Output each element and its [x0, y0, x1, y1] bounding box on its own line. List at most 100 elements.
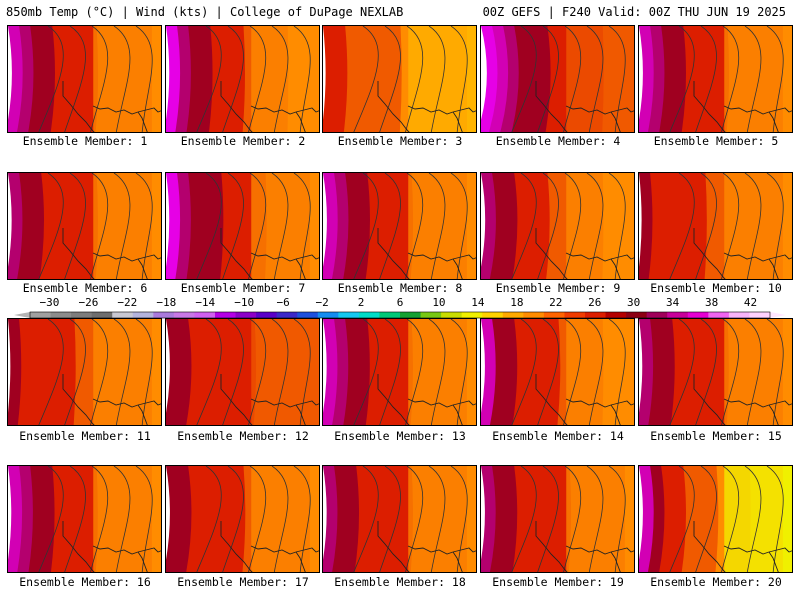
ensemble-panel-8	[322, 172, 477, 280]
height-contour	[64, 466, 86, 572]
height-contour	[669, 466, 695, 572]
ensemble-member-label: Ensemble Member: 16	[19, 575, 151, 589]
height-contour	[695, 173, 717, 279]
ensemble-member-label: Ensemble Member: 20	[650, 575, 782, 589]
height-contour	[563, 466, 582, 572]
height-contour	[744, 466, 762, 572]
temperature-band	[197, 26, 214, 132]
ensemble-member-label: Ensemble Member: 8	[337, 281, 463, 295]
colorbar-swatch	[338, 312, 360, 318]
coastline	[62, 374, 95, 425]
height-contour	[721, 26, 740, 132]
height-contour	[744, 26, 762, 132]
height-contour	[586, 26, 604, 132]
height-contour	[379, 319, 401, 425]
coastline	[377, 374, 410, 425]
temperature-band	[481, 466, 497, 572]
colorbar-swatch	[646, 312, 668, 318]
temperature-band	[17, 319, 34, 425]
colorbar-tick-label: −18	[156, 296, 177, 309]
height-contour	[405, 173, 424, 279]
temperature-band	[693, 173, 709, 279]
temperature-map	[8, 26, 161, 132]
temperature-band	[704, 466, 720, 572]
height-contour	[537, 26, 559, 132]
temperature-band	[388, 173, 404, 279]
temperature-band	[546, 319, 562, 425]
temperature-map	[8, 173, 161, 279]
coastline	[377, 81, 410, 132]
temperature-band	[704, 319, 720, 425]
height-contour	[248, 26, 267, 132]
height-contour	[428, 319, 446, 425]
temperature-band	[186, 173, 203, 279]
coastline	[92, 105, 161, 115]
height-contour	[64, 173, 86, 279]
height-contour	[38, 319, 64, 425]
colorbar-tick-label: −26	[78, 296, 99, 309]
temperature-band	[174, 466, 193, 572]
coastline	[565, 398, 634, 408]
temperature-band	[546, 466, 562, 572]
temperature-band	[39, 466, 56, 572]
temperature-band	[501, 466, 519, 572]
colorbar-tick-label: 14	[471, 296, 485, 309]
colorbar-swatch	[543, 312, 565, 318]
height-contour	[196, 173, 222, 279]
coastline	[723, 398, 792, 408]
coastline	[220, 81, 253, 132]
coastline	[407, 252, 476, 262]
ensemble-panel-4	[480, 25, 635, 133]
height-contour	[90, 466, 109, 572]
ensemble-panel-11	[7, 318, 162, 426]
temperature-band	[534, 26, 553, 132]
coastline	[535, 374, 568, 425]
height-contour	[196, 319, 222, 425]
ensemble-panel-2	[165, 25, 320, 133]
temperature-band	[639, 319, 655, 425]
height-contour	[293, 319, 311, 425]
temperature-band	[51, 319, 66, 425]
colorbar-swatch	[667, 312, 689, 318]
coastline	[407, 398, 476, 408]
temperature-map	[481, 466, 634, 572]
temperature-band	[489, 173, 508, 279]
height-contour	[379, 466, 401, 572]
temperature-map	[639, 173, 792, 279]
height-contour	[113, 319, 131, 425]
temperature-band	[8, 319, 23, 425]
height-contour	[353, 319, 379, 425]
temperature-band	[50, 466, 67, 572]
height-contour	[450, 466, 468, 572]
height-contour	[450, 173, 468, 279]
height-contour	[293, 173, 311, 279]
ensemble-panel-1	[7, 25, 162, 133]
temperature-band	[39, 26, 57, 132]
temperature-band	[39, 173, 57, 279]
height-contour	[90, 173, 109, 279]
temperature-band	[73, 26, 89, 132]
height-contour	[428, 26, 446, 132]
coastline	[768, 111, 779, 132]
ensemble-panel-14	[480, 318, 635, 426]
coastline	[250, 545, 319, 555]
coastline	[535, 521, 568, 572]
coastline	[137, 551, 148, 572]
ensemble-panel-18	[322, 465, 477, 573]
colorbar-tick-label: −2	[315, 296, 329, 309]
ensemble-member-label: Ensemble Member: 10	[650, 281, 782, 295]
height-contour	[271, 319, 289, 425]
temperature-band	[186, 319, 204, 425]
temperature-band	[355, 26, 371, 132]
temperature-band	[323, 466, 339, 572]
temperature-band	[377, 26, 393, 132]
coastline	[610, 258, 621, 279]
coastline	[723, 252, 792, 262]
coastline	[137, 258, 148, 279]
height-contour	[135, 319, 153, 425]
temperature-band	[682, 173, 698, 279]
height-contour	[196, 466, 222, 572]
height-contour	[222, 466, 244, 572]
coastline	[768, 551, 779, 572]
height-contour	[38, 173, 64, 279]
